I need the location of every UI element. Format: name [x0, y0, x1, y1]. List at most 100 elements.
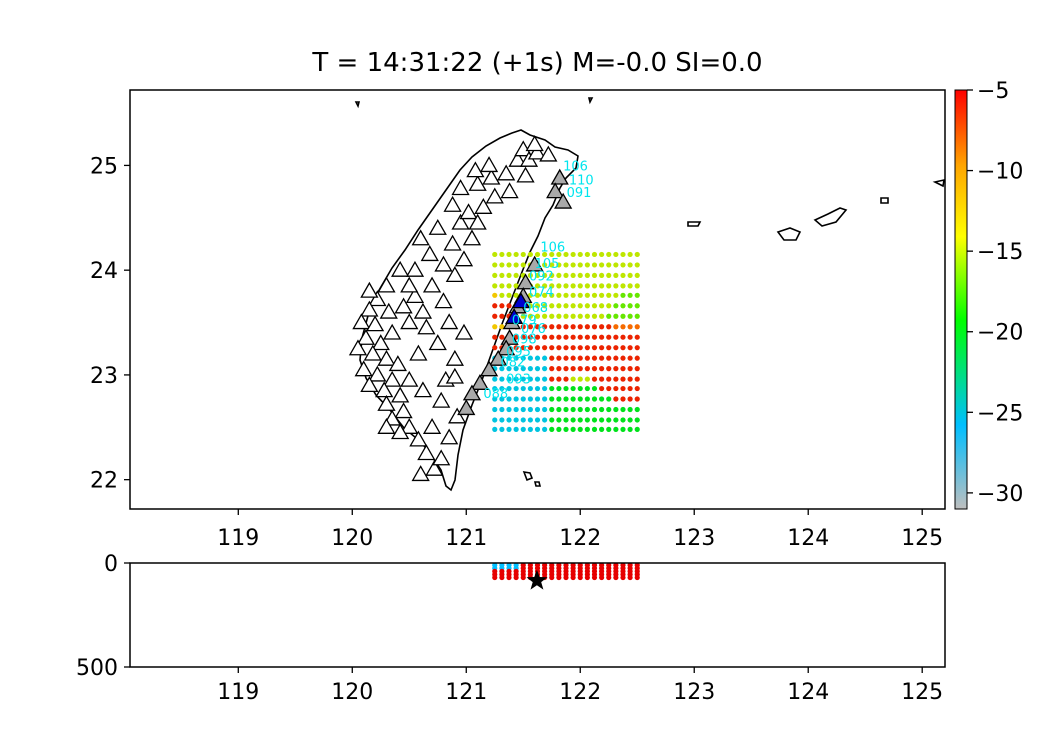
station-triangle	[474, 198, 493, 214]
grid-point	[492, 396, 498, 402]
grid-point	[563, 272, 569, 279]
grid-point	[520, 251, 526, 258]
grid-point	[499, 292, 505, 298]
grid-point	[556, 385, 562, 392]
grid-point	[599, 385, 605, 392]
grid-point	[527, 396, 533, 402]
colorbar-tick-label: −25	[977, 401, 1023, 426]
grid-point	[584, 251, 590, 258]
grid-point	[620, 283, 626, 289]
grid-point	[549, 303, 555, 309]
grid-point	[542, 283, 548, 289]
station-triangle	[363, 344, 382, 361]
station-triangle-triggered	[516, 273, 535, 290]
station-triangle	[434, 255, 453, 272]
grid-point	[513, 376, 519, 382]
depth-point	[577, 574, 583, 581]
grid-point	[577, 272, 583, 279]
grid-point	[620, 426, 626, 432]
station-triangle	[425, 459, 444, 476]
station-layer	[348, 135, 573, 482]
grid-point	[542, 396, 548, 402]
grid-point	[606, 324, 612, 330]
grid-point	[513, 292, 519, 298]
grid-point	[534, 251, 541, 258]
x-tick-label: 119	[217, 526, 259, 551]
grid-point	[591, 313, 598, 319]
grid-point	[606, 313, 612, 319]
ryukyu-island-yonaguni	[687, 221, 702, 227]
grid-point	[534, 313, 541, 319]
grid-point	[513, 345, 519, 351]
grid-point	[527, 272, 533, 279]
grid-point	[499, 303, 505, 309]
station-triangle	[383, 323, 402, 340]
grid-point	[613, 334, 619, 340]
grid-point	[584, 417, 590, 423]
grid-point	[613, 303, 619, 309]
island-green	[522, 470, 534, 482]
station-triangle	[468, 174, 487, 191]
station-triangle	[391, 386, 410, 403]
station-triangle	[411, 465, 430, 482]
y-tick-label: 22	[90, 469, 118, 494]
depth-x-tick-label: 124	[787, 680, 829, 705]
grid-point	[577, 262, 583, 268]
grid-point	[570, 324, 576, 330]
station-triangle	[445, 349, 464, 366]
station-label: 092	[529, 270, 554, 285]
grid-point	[534, 334, 541, 340]
chart-title: T = 14:31:22 (+1s) M=-0.0 SI=0.0	[312, 48, 763, 78]
grid-point	[549, 251, 555, 258]
grid-point	[499, 417, 505, 423]
grid-point	[634, 355, 640, 361]
grid-point	[492, 292, 498, 298]
grid-point	[584, 426, 590, 432]
grid-point	[620, 396, 626, 402]
grid-point	[570, 334, 576, 340]
grid-point	[556, 283, 562, 289]
grid-point	[613, 345, 619, 351]
station-triangle	[368, 290, 387, 307]
grid-point	[513, 406, 519, 413]
depth-x-tick-label: 119	[217, 680, 259, 705]
depth-point	[549, 574, 555, 581]
grid-point	[549, 396, 555, 402]
grid-point	[606, 406, 612, 413]
depth-point	[591, 574, 598, 581]
grid-point	[534, 324, 541, 330]
grid-point	[570, 385, 576, 392]
grid-point	[613, 396, 619, 402]
station-triangle-active	[511, 292, 531, 309]
station-triangle	[459, 203, 478, 220]
grid-point	[620, 366, 626, 372]
grid-point	[634, 396, 640, 402]
colorbar-tick-label: −10	[977, 160, 1023, 185]
grid-point	[591, 417, 598, 423]
depth-y-tick-label: 500	[76, 656, 118, 681]
grid-point	[577, 417, 583, 423]
grid-point	[606, 272, 612, 279]
station-label: 079	[512, 314, 537, 329]
map-axes-frame	[129, 89, 946, 510]
grid-point	[599, 324, 605, 330]
grid-point	[613, 324, 619, 330]
station-triangle	[428, 218, 447, 235]
station-triangle	[377, 276, 396, 293]
grid-point	[527, 376, 533, 382]
grid-point	[527, 345, 533, 351]
grid-point	[634, 283, 640, 289]
grid-point	[634, 385, 640, 392]
station-label: 082	[500, 356, 525, 371]
grid-point	[492, 262, 498, 268]
grid-point	[599, 292, 605, 298]
station-label: 106	[540, 240, 565, 255]
grid-point	[563, 385, 569, 392]
depth-point	[620, 574, 626, 581]
grid-point	[606, 303, 612, 309]
depth-x-tick-label: 122	[559, 680, 601, 705]
grid-point	[527, 292, 533, 298]
grid-point	[570, 272, 576, 279]
grid-point	[499, 262, 505, 268]
station-label: 076	[521, 322, 546, 337]
